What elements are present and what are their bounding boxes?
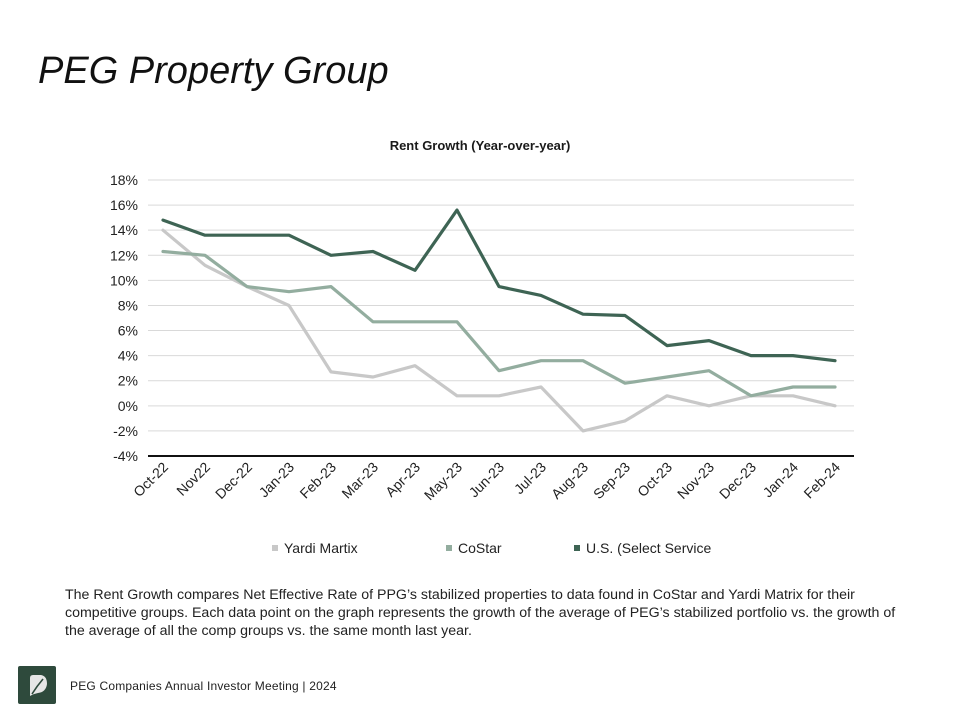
data-point-costar [834, 386, 836, 388]
data-point-us [750, 354, 752, 357]
data-point-yardi [708, 405, 710, 407]
x-tick-label: Mar-23 [338, 459, 381, 502]
series-layer [161, 208, 837, 433]
data-point-yardi [456, 394, 458, 397]
data-point-yardi [666, 394, 668, 397]
y-tick-label: 8% [118, 297, 138, 313]
data-point-costar [414, 320, 416, 323]
data-point-costar [456, 320, 458, 323]
x-tick-label: Aug-23 [548, 459, 591, 502]
data-point-us [582, 313, 584, 316]
y-tick-label: -2% [113, 423, 138, 439]
data-point-yardi [372, 376, 374, 378]
x-tick-label: Sep-23 [590, 459, 633, 502]
data-point-us [456, 209, 458, 211]
y-tick-label: 2% [118, 373, 138, 389]
data-point-yardi [582, 430, 584, 432]
y-tick-label: 10% [110, 272, 138, 288]
grid-layer [148, 179, 854, 457]
data-point-costar [498, 369, 500, 372]
data-point-yardi [204, 264, 206, 267]
data-point-us [288, 234, 290, 236]
peg-logo [18, 666, 56, 704]
data-point-yardi [330, 371, 332, 373]
y-tick-label: 18% [110, 172, 138, 188]
data-point-costar [540, 359, 542, 362]
data-point-costar [582, 359, 584, 362]
data-point-us [498, 285, 500, 288]
data-point-costar [246, 285, 248, 288]
y-tick-label: 0% [118, 398, 138, 414]
data-point-us [372, 250, 374, 253]
data-point-costar [708, 369, 710, 372]
x-tick-label: Feb-23 [296, 459, 339, 502]
x-tick-label: Oct-23 [634, 459, 675, 500]
data-point-us [834, 359, 836, 362]
data-point-yardi [498, 394, 500, 397]
y-tick-label: 12% [110, 247, 138, 263]
y-tick-label: -4% [113, 448, 138, 464]
legend-swatch-us [574, 545, 580, 551]
data-point-costar [624, 382, 626, 385]
data-point-costar [288, 290, 290, 293]
x-tick-label: Nov-23 [674, 459, 717, 502]
y-tick-label: 16% [110, 197, 138, 213]
series-line-us [161, 208, 837, 363]
series-line-costar [161, 249, 837, 398]
chart-legend: Yardi Martix CoStar U.S. (Select Service [272, 540, 711, 556]
x-tick-label: Oct-22 [130, 459, 171, 500]
x-tick-label: Nov22 [173, 459, 213, 499]
data-point-costar [792, 386, 794, 388]
legend-swatch-costar [446, 545, 452, 551]
legend-label-costar: CoStar [458, 540, 502, 556]
data-point-us [624, 314, 626, 317]
data-point-yardi [288, 304, 290, 307]
data-point-yardi [540, 386, 542, 388]
y-tick-label: 4% [118, 348, 138, 364]
data-point-us [204, 234, 206, 236]
y-tick-label: 14% [110, 222, 138, 238]
data-point-yardi [792, 394, 794, 397]
data-point-us [792, 354, 794, 357]
x-tick-label: Jan-23 [256, 459, 298, 501]
y-tick-label: 6% [118, 323, 138, 339]
x-tick-label: Feb-24 [800, 459, 843, 502]
footer-text: PEG Companies Annual Investor Meeting | … [70, 679, 337, 693]
x-tick-label: Jan-24 [760, 459, 802, 501]
data-point-us [414, 269, 416, 272]
data-point-us [540, 294, 542, 297]
data-point-costar [330, 285, 332, 288]
rent-growth-chart: Rent Growth (Year-over-year) -4% -2% 0% 2% 4… [110, 138, 854, 556]
x-tick-label: Dec-22 [212, 459, 255, 502]
data-point-costar [204, 254, 206, 257]
data-point-us [246, 234, 248, 236]
data-point-us [666, 344, 668, 347]
data-point-yardi [162, 229, 164, 231]
data-point-costar [666, 376, 668, 378]
data-point-yardi [414, 364, 416, 367]
slide-title: PEG Property Group [38, 50, 389, 92]
data-point-costar [750, 394, 752, 397]
x-tick-label: May-23 [421, 459, 465, 503]
legend-swatch-yardi [272, 545, 278, 551]
y-axis-ticks: -4% -2% 0% 2% 4% 6% 8% 10% 12% 14% 16% 18% [110, 172, 138, 464]
data-point-us [330, 254, 332, 257]
leaf-logo-icon [30, 675, 47, 696]
legend-label-yardi: Yardi Martix [284, 540, 358, 556]
chart-title: Rent Growth (Year-over-year) [390, 138, 571, 153]
legend-label-us: U.S. (Select Service [586, 540, 711, 556]
data-point-us [162, 219, 164, 221]
data-point-costar [372, 320, 374, 323]
data-point-costar [162, 250, 164, 253]
x-tick-label: Jun-23 [466, 459, 508, 501]
x-tick-label: Dec-23 [716, 459, 759, 502]
data-point-yardi [624, 420, 626, 422]
data-point-us [708, 339, 710, 342]
x-tick-label: Apr-23 [382, 459, 423, 500]
chart-description: The Rent Growth compares Net Effective R… [65, 587, 896, 639]
data-point-yardi [834, 405, 836, 407]
x-tick-label: Jul-23 [511, 459, 549, 497]
